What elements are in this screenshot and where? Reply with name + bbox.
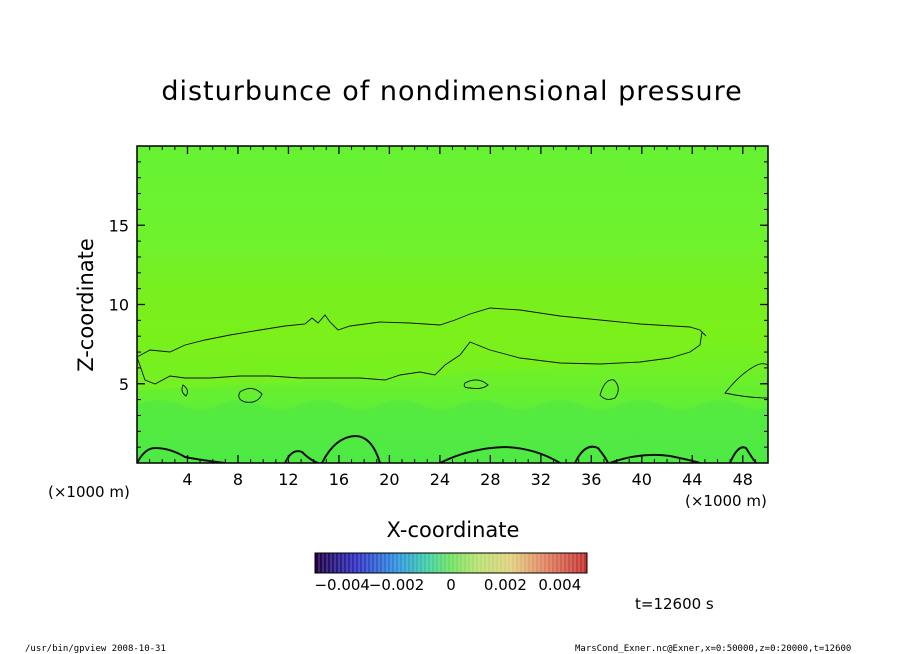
x-unit-left: (×1000 m) bbox=[48, 483, 130, 501]
x-tick-label: 28 bbox=[480, 470, 500, 489]
heatmap-field bbox=[137, 146, 768, 463]
time-label: t=12600 s bbox=[635, 595, 714, 613]
x-tick-label: 16 bbox=[329, 470, 349, 489]
contour-line bbox=[238, 388, 263, 403]
contour-line bbox=[729, 446, 757, 463]
x-axis: 4 8 12 16 20 24 28 32 36 40 44 48 bbox=[149, 146, 756, 489]
contour-line bbox=[574, 445, 609, 463]
footer-left: /usr/bin/gpview 2008-10-31 bbox=[25, 644, 166, 654]
x-tick-label: 4 bbox=[182, 470, 192, 489]
contour-line bbox=[137, 307, 707, 385]
colorbar: −0.004−0.002 0 0.002 0.004 bbox=[314, 552, 588, 594]
colorbar-tick-label: 0 bbox=[446, 576, 456, 594]
x-axis-label: X-coordinate bbox=[387, 518, 520, 542]
contour-line bbox=[463, 379, 489, 390]
x-tick-label: 40 bbox=[632, 470, 652, 489]
x-tick-label: 36 bbox=[581, 470, 601, 489]
x-tick-label: 24 bbox=[430, 470, 450, 489]
x-tick-label: 32 bbox=[531, 470, 551, 489]
x-tick-label: 48 bbox=[733, 470, 753, 489]
x-tick-label: 12 bbox=[278, 470, 298, 489]
x-tick-label: 8 bbox=[233, 470, 243, 489]
colorbar-ramp bbox=[315, 553, 587, 573]
colorbar-tick-label: 0.004 bbox=[538, 576, 581, 594]
contour-line bbox=[724, 363, 768, 399]
footer-right: MarsCond_Exner.nc@Exner,x=0:50000,z=0:20… bbox=[575, 644, 851, 654]
contour-line bbox=[321, 434, 381, 463]
colorbar-tick-label: −0.002 bbox=[369, 576, 425, 594]
chart-title: disturbunce of nondimensional pressure bbox=[161, 76, 743, 107]
contour-line bbox=[599, 379, 619, 400]
x-tick-label: 20 bbox=[379, 470, 399, 489]
colorbar-tick-label: 0.002 bbox=[484, 576, 527, 594]
x-unit-right: (×1000 m) bbox=[685, 492, 767, 510]
colorbar-frame bbox=[314, 552, 588, 574]
contour-line bbox=[181, 384, 188, 397]
contour-line bbox=[137, 446, 226, 463]
contour-line bbox=[609, 453, 701, 463]
y-tick-label: 5 bbox=[119, 375, 129, 394]
y-tick-label: 15 bbox=[109, 216, 129, 235]
colorbar-tick-label: −0.004 bbox=[314, 576, 370, 594]
contour-line bbox=[439, 445, 561, 463]
y-axis: 5 10 15 bbox=[109, 161, 768, 448]
y-tick-label: 10 bbox=[109, 296, 129, 315]
x-tick-label: 44 bbox=[682, 470, 702, 489]
y-axis-label: Z-coordinate bbox=[74, 238, 98, 372]
